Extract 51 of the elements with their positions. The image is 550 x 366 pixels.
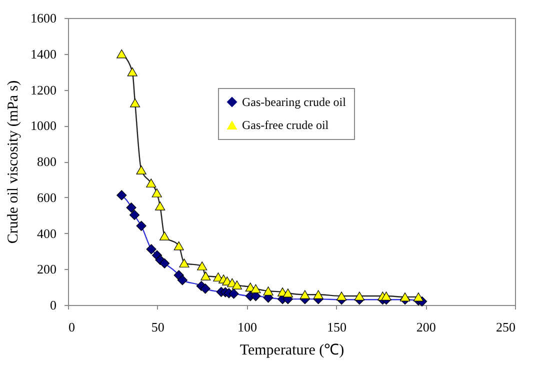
x-tick-label: 100 (238, 320, 258, 334)
y-tick-label: 1600 (30, 10, 56, 26)
point (177, 275, 188, 286)
point (282, 288, 293, 298)
point (174, 241, 184, 250)
point (354, 292, 364, 300)
y-tick-label: 0 (50, 298, 56, 312)
point (127, 67, 138, 76)
x-axis-title: Temperature (℃) (240, 342, 344, 358)
point (116, 190, 127, 200)
y-tick-label: 1400 (30, 46, 56, 62)
point (232, 280, 242, 290)
point (381, 292, 392, 300)
y-tick-label: 400 (37, 226, 56, 241)
point (200, 284, 210, 294)
legend-label: Gas-bearing crude oil (242, 95, 347, 109)
point (313, 290, 324, 300)
point (413, 292, 424, 302)
point (300, 290, 310, 300)
point (263, 286, 274, 296)
point (136, 220, 146, 231)
point (160, 258, 170, 268)
point (146, 178, 156, 188)
x-tick-label: 0 (68, 320, 75, 334)
y-axis-title: Crude oil viscosity (mPa s) (6, 80, 22, 244)
y-tick-label: 800 (37, 154, 56, 169)
point (400, 292, 410, 302)
point (129, 210, 140, 220)
y-tick-label: 1200 (30, 82, 56, 98)
x-tick-label: 50 (151, 320, 164, 334)
point (179, 258, 190, 268)
y-tick-label: 600 (37, 190, 56, 205)
point (155, 202, 166, 210)
y-tick-label: 1000 (30, 118, 56, 134)
point (116, 49, 127, 58)
y-tick-label: 200 (37, 262, 56, 277)
point (136, 166, 146, 174)
point (200, 272, 211, 280)
point (197, 261, 208, 270)
x-tick-label: 150 (326, 320, 346, 334)
point (126, 202, 136, 213)
legend-label: Gas-free crude oil (242, 118, 330, 132)
point (130, 98, 140, 108)
point (228, 288, 239, 299)
point (250, 284, 261, 294)
x-tick-label: 250 (496, 320, 516, 334)
point (336, 292, 347, 300)
point (152, 188, 162, 198)
x-tick-label: 200 (416, 320, 436, 334)
point (146, 244, 156, 254)
point (160, 232, 170, 240)
